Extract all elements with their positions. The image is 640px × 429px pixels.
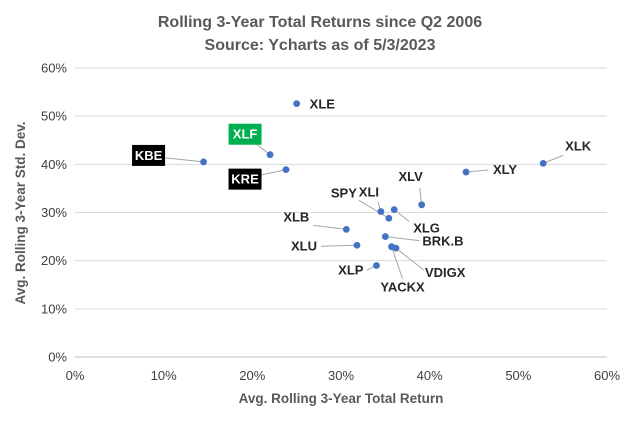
- data-point-spy: [385, 214, 393, 222]
- x-tick-label: 60%: [594, 368, 620, 383]
- leader-line: [165, 157, 204, 163]
- leader-line: [385, 236, 420, 242]
- data-point-kbe: [200, 158, 207, 166]
- data-point-xly: [462, 168, 470, 176]
- leader-line: [257, 169, 287, 177]
- data-point-xlp: [373, 262, 380, 269]
- x-tick-label: 0%: [66, 368, 85, 383]
- y-tick-label: 20%: [41, 253, 67, 268]
- point-label: XLV: [399, 169, 424, 184]
- x-tick-label: 10%: [151, 368, 177, 383]
- leader-line: [320, 244, 357, 247]
- point-label: XLF: [233, 127, 258, 142]
- data-point-yackx: [388, 243, 395, 251]
- x-axis-title: Avg. Rolling 3-Year Total Return: [239, 391, 444, 406]
- point-label: XLI: [359, 185, 379, 200]
- x-tick-label: 40%: [417, 368, 443, 383]
- point-label: BRK.B: [422, 234, 463, 249]
- point-label: KBE: [135, 148, 163, 163]
- leader-line: [391, 246, 404, 279]
- point-label: XLB: [283, 209, 309, 224]
- leader-lines: [165, 140, 564, 279]
- data-point-xlg: [390, 206, 398, 214]
- data-point-xlv: [418, 201, 426, 209]
- data-point-xli: [377, 208, 385, 215]
- y-tick-label: 0%: [48, 350, 67, 365]
- y-tick-label: 10%: [41, 301, 67, 316]
- point-label: XLU: [291, 238, 317, 253]
- y-tick-label: 40%: [41, 157, 67, 172]
- data-points: [200, 100, 547, 269]
- chart-title-line-2: Source: Ycharts as of 5/3/2023: [205, 37, 436, 54]
- data-point-brk-b: [381, 233, 389, 240]
- data-point-kre: [282, 166, 290, 174]
- point-label: YACKX: [380, 280, 425, 295]
- point-label: XLY: [493, 162, 517, 177]
- data-point-xlk: [539, 159, 547, 167]
- label-box: [228, 123, 262, 145]
- point-label: VDIGX: [425, 265, 466, 280]
- chart-title-line-1: Rolling 3-Year Total Returns since Q2 20…: [158, 14, 482, 31]
- y-tick-label: 50%: [41, 109, 67, 124]
- axes: 0% 10% 20% 30% 40% 50% 60% 0% 10% 20% 30% 40% 50% 60%: [41, 61, 620, 384]
- point-label: SPY: [331, 185, 357, 200]
- data-point-xle: [293, 100, 301, 108]
- x-tick-label: 50%: [505, 368, 531, 383]
- leader-line: [395, 247, 425, 271]
- point-label: XLE: [310, 97, 336, 112]
- y-axis-title: Avg. Rolling 3-Year Std. Dev.: [13, 121, 28, 304]
- leader-line: [465, 169, 489, 173]
- y-tick-label: 30%: [41, 205, 67, 220]
- point-label: XLK: [565, 138, 592, 153]
- x-tick-label: 20%: [239, 368, 265, 383]
- leader-line: [358, 199, 390, 219]
- label-box: [228, 168, 262, 190]
- point-label: XLG: [413, 221, 440, 236]
- x-tick-label: 30%: [328, 368, 354, 383]
- leader-line: [542, 154, 564, 164]
- point-label: XLP: [338, 262, 364, 277]
- data-point-xlf: [266, 151, 274, 159]
- y-tick-label: 60%: [41, 61, 67, 76]
- data-point-xlb: [342, 225, 350, 233]
- label-box: [132, 144, 166, 166]
- point-label: KRE: [231, 172, 259, 187]
- data-point-xlu: [353, 241, 361, 249]
- leader-line: [313, 224, 347, 230]
